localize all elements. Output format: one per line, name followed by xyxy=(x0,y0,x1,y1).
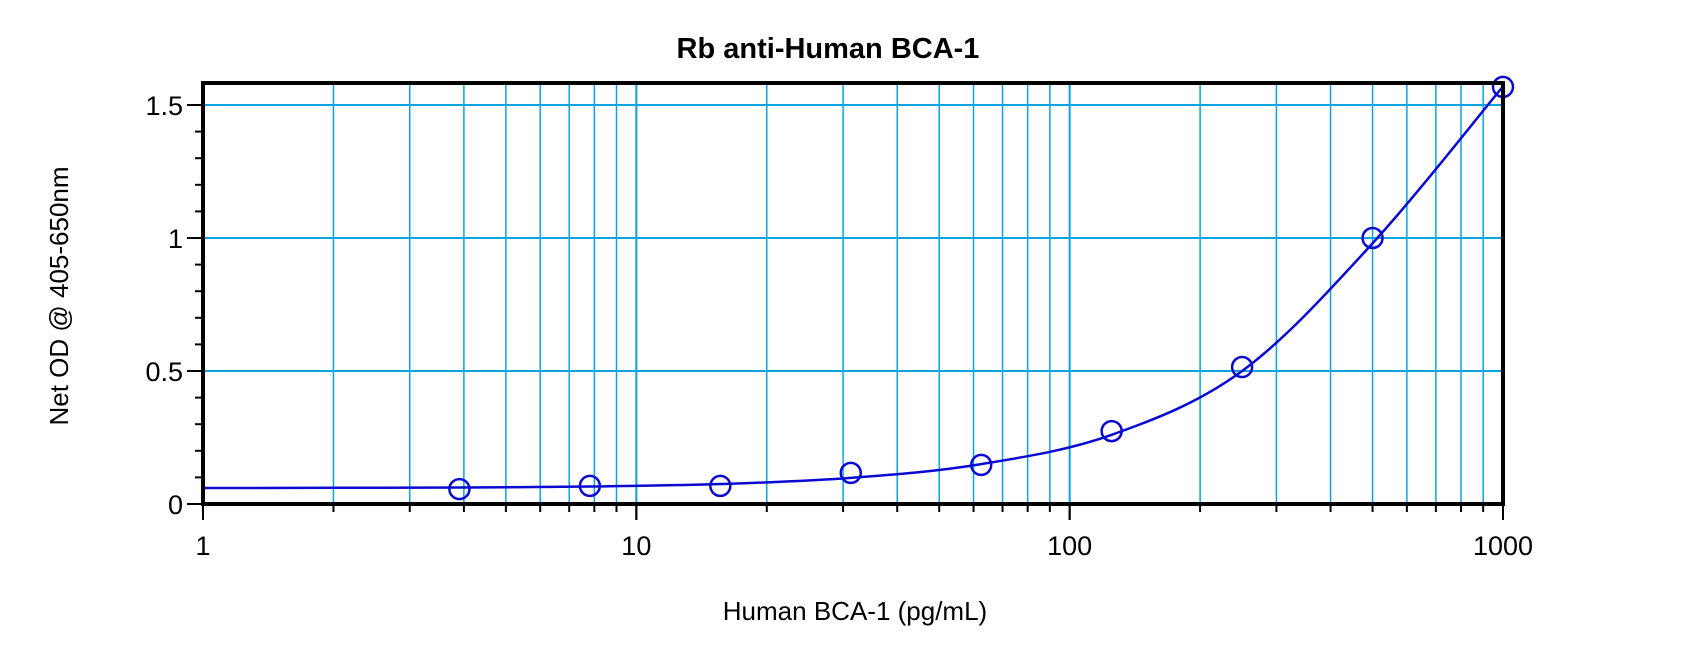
x-axis-label: Human BCA-1 (pg/mL) xyxy=(723,596,987,626)
data-point-marker xyxy=(578,474,602,498)
data-point-marker xyxy=(1100,419,1123,443)
data-point-marker xyxy=(1230,355,1254,379)
data-point-marker xyxy=(448,477,471,501)
tick-labels: 1 10 100 1000 0 0.5 1 1.5 xyxy=(145,91,1533,561)
y-tick-label: 0 xyxy=(168,490,183,520)
x-tick-label: 1 xyxy=(195,531,210,561)
y-axis-label: Net OD @ 405-650nm xyxy=(44,166,74,425)
data-points xyxy=(448,75,1515,501)
data-point-marker xyxy=(839,461,863,485)
fit-curve xyxy=(202,85,1504,490)
x-tick-label: 100 xyxy=(1047,531,1092,561)
grid-lines xyxy=(203,83,1504,504)
chart-title: Rb anti-Human BCA-1 xyxy=(677,33,980,65)
data-point-marker xyxy=(969,453,993,477)
data-point-marker xyxy=(709,474,732,498)
axes xyxy=(187,81,1505,520)
data-point-marker xyxy=(1361,226,1384,250)
x-tick-label: 10 xyxy=(621,531,651,561)
y-tick-label: 1 xyxy=(168,224,183,254)
plot-frame xyxy=(201,81,1505,506)
y-tick-label: 0.5 xyxy=(145,357,183,387)
y-tick-label: 1.5 xyxy=(145,91,183,121)
x-tick-label: 1000 xyxy=(1473,531,1533,561)
fit-curve-line xyxy=(202,85,1504,490)
